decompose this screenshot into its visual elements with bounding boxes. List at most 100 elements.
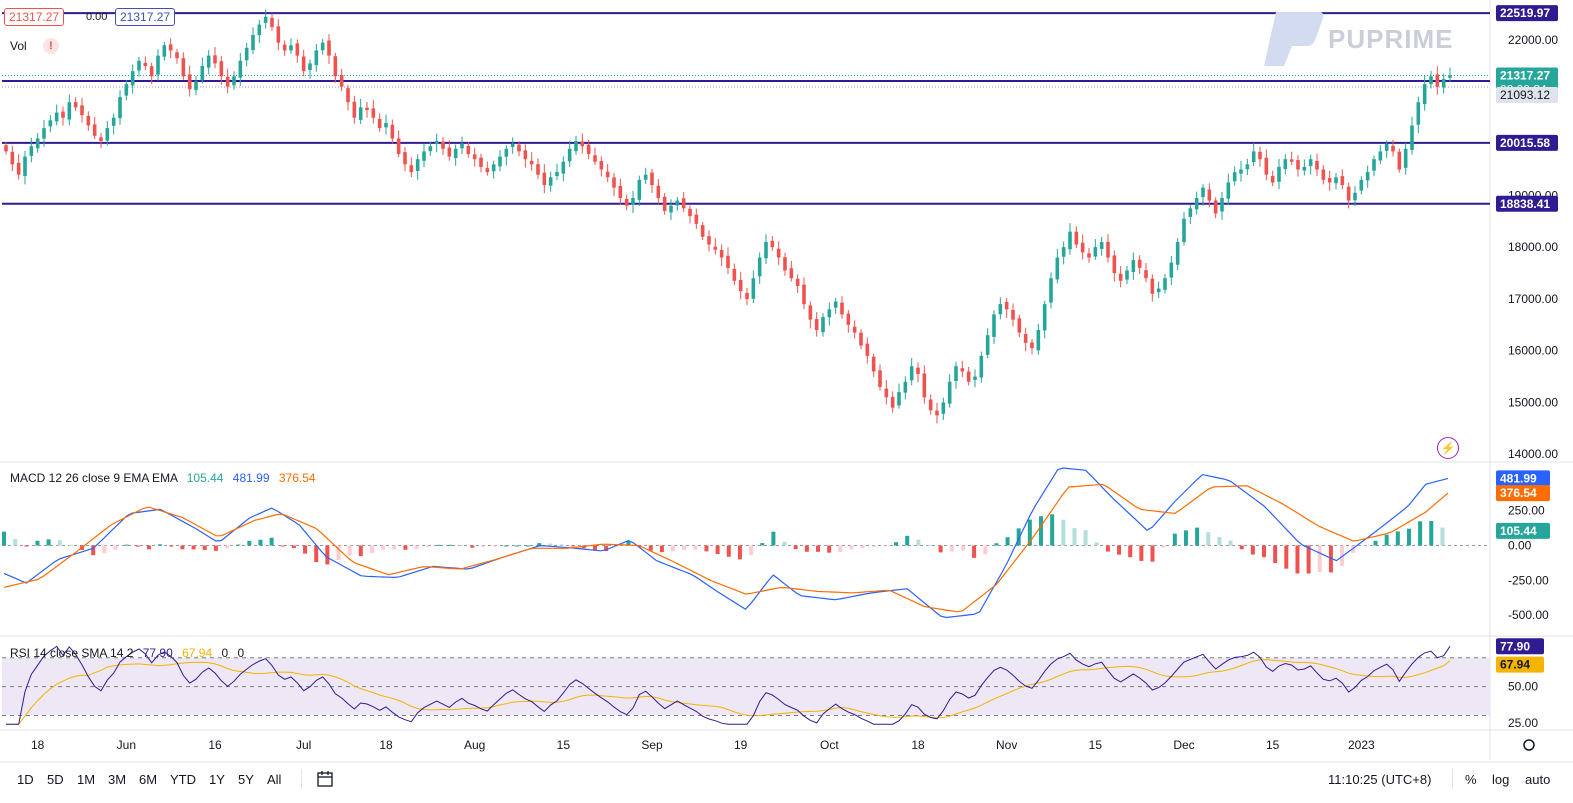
x-tick-label: Dec bbox=[1173, 738, 1194, 752]
candle-body bbox=[555, 172, 559, 177]
candle-body bbox=[751, 278, 756, 299]
macd-histogram-bar bbox=[2, 531, 6, 546]
candle-body bbox=[244, 47, 249, 61]
macd-histogram-bar bbox=[615, 545, 620, 547]
candle-body bbox=[827, 309, 832, 318]
candle-body bbox=[504, 148, 509, 157]
range-1y-button[interactable]: 1Y bbox=[209, 772, 225, 787]
candle-body bbox=[1163, 278, 1167, 290]
macd-legend: MACD 12 26 close 9 EMA EMA 105.44 481.99… bbox=[10, 471, 316, 485]
clock-readout[interactable]: 11:10:25 (UTC+8) bbox=[1328, 772, 1432, 787]
candle-body bbox=[757, 257, 762, 277]
macd-histogram-bar bbox=[1050, 514, 1055, 546]
percent-toggle[interactable]: % bbox=[1465, 772, 1477, 787]
rsi-legend-ma: 67.94 bbox=[182, 646, 213, 660]
candle-body bbox=[890, 397, 895, 408]
candle-body bbox=[491, 164, 496, 172]
macd-histogram-bar bbox=[704, 545, 709, 552]
candle-body bbox=[675, 200, 680, 206]
warning-icon[interactable]: ! bbox=[43, 38, 59, 54]
candle-body bbox=[1321, 169, 1326, 180]
candle-body bbox=[941, 402, 946, 414]
macd-histogram-bar bbox=[671, 545, 676, 552]
candle-body bbox=[808, 305, 813, 320]
candle-body bbox=[574, 141, 578, 152]
candle-body bbox=[23, 156, 27, 176]
macd-histogram-bar bbox=[403, 545, 408, 550]
macd-histogram-bar bbox=[1250, 545, 1255, 555]
candle-body bbox=[580, 141, 585, 147]
macd-histogram-bar bbox=[1117, 545, 1122, 555]
prev-close-label: 21093.12 bbox=[1500, 88, 1550, 102]
candle-body bbox=[1264, 157, 1269, 175]
candle-body bbox=[498, 156, 502, 167]
candle-body bbox=[878, 370, 882, 387]
macd-histogram-bar bbox=[91, 545, 96, 556]
range-ytd-button[interactable]: YTD bbox=[170, 772, 196, 787]
x-tick-label: Jun bbox=[117, 738, 136, 752]
candle-body bbox=[460, 143, 464, 149]
candle-body bbox=[707, 236, 711, 245]
macd-histogram-bar bbox=[626, 540, 631, 546]
macd-histogram-bar bbox=[202, 545, 207, 551]
candle-body bbox=[732, 268, 737, 281]
range-6m-button[interactable]: 6M bbox=[139, 772, 158, 787]
candle-body bbox=[73, 102, 78, 108]
lightning-icon[interactable]: ⚡ bbox=[1437, 437, 1459, 459]
range-3m-button[interactable]: 3M bbox=[108, 772, 127, 787]
macd-histogram-bar bbox=[782, 541, 787, 546]
range-1d-button[interactable]: 1D bbox=[17, 772, 34, 787]
candle-body bbox=[466, 145, 471, 154]
rsi-line bbox=[6, 645, 1451, 725]
candle-body bbox=[1365, 172, 1370, 181]
compare-range-icon[interactable] bbox=[316, 770, 334, 788]
candle-body bbox=[346, 88, 350, 103]
candle-body bbox=[308, 63, 312, 71]
macd-histogram-bar bbox=[169, 545, 174, 547]
candle-body bbox=[821, 317, 825, 333]
candle-body bbox=[447, 147, 452, 157]
macd-histogram-bar bbox=[1183, 530, 1188, 546]
macd-histogram-bar bbox=[916, 539, 921, 546]
range-5y-button[interactable]: 5Y bbox=[238, 772, 254, 787]
candle-body bbox=[650, 172, 654, 186]
range-1m-button[interactable]: 1M bbox=[77, 772, 96, 787]
x-tick-label: Sep bbox=[641, 738, 663, 752]
range-all-button[interactable]: All bbox=[267, 772, 282, 787]
rsi-legend-rsi: 77.90 bbox=[142, 646, 173, 660]
candle-body bbox=[327, 40, 331, 56]
x-tick-label: 18 bbox=[31, 738, 45, 752]
bottom-toolbar: 1D 5D 1M 3M 6M YTD 1Y 5Y All 11:10:25 (U… bbox=[0, 765, 1573, 795]
candle-body bbox=[593, 155, 597, 162]
candle-body bbox=[314, 50, 319, 66]
candle-body bbox=[1289, 159, 1294, 162]
candle-body bbox=[1283, 159, 1288, 170]
candle-body bbox=[29, 146, 34, 156]
macd-histogram-bar bbox=[291, 545, 296, 548]
candle-body bbox=[567, 148, 572, 162]
macd-histogram-bar bbox=[1306, 545, 1311, 574]
candle-body bbox=[162, 45, 167, 57]
candle-body bbox=[168, 44, 173, 51]
candle-body bbox=[1340, 176, 1345, 186]
candle-body bbox=[10, 151, 15, 165]
macd-histogram-bar bbox=[659, 545, 664, 553]
candle-body bbox=[339, 74, 344, 87]
macd-histogram-bar bbox=[1217, 536, 1222, 546]
candle-body bbox=[726, 255, 730, 268]
candle-body bbox=[916, 367, 920, 374]
macd-histogram-bar bbox=[760, 543, 765, 546]
candle-body bbox=[206, 55, 211, 68]
candle-body bbox=[403, 152, 407, 165]
candle-body bbox=[802, 284, 806, 305]
x-tick-label: 19 bbox=[734, 738, 748, 752]
signal-value-label-bg bbox=[1496, 485, 1550, 502]
macd-histogram-bar bbox=[347, 545, 352, 556]
macd-histogram-bar bbox=[514, 545, 519, 547]
rsi-legend: RSI 14 close SMA 14 2 77.90 67.94 0 0 bbox=[10, 646, 244, 660]
auto-toggle[interactable]: auto bbox=[1525, 772, 1551, 787]
range-5d-button[interactable]: 5D bbox=[47, 772, 64, 787]
log-toggle[interactable]: log bbox=[1492, 772, 1510, 787]
